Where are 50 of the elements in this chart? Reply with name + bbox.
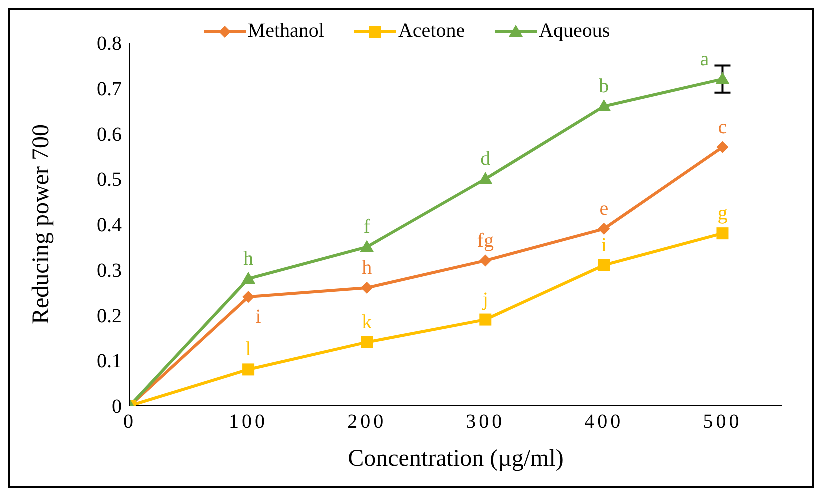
point: [242, 272, 256, 284]
y-tick-label: 0.2: [97, 305, 122, 328]
annotation: l: [246, 338, 252, 361]
y-tick-label: 0.5: [97, 169, 122, 192]
legend-label: Aqueous: [539, 20, 610, 43]
y-axis-title: Reducing power 700: [28, 124, 55, 324]
x-tick-label: 400: [584, 411, 624, 434]
x-tick-label: 200: [348, 411, 387, 434]
annotation: d: [480, 148, 491, 170]
x-tick-label: 100: [229, 411, 268, 434]
point: [716, 72, 730, 84]
point: [716, 228, 729, 240]
y-tick-label: 0.7: [97, 78, 122, 100]
annotation: e: [600, 198, 609, 220]
annotation: h: [244, 248, 254, 270]
annotation: h: [362, 257, 372, 280]
point: [242, 291, 255, 304]
x-tick-label: 0: [124, 411, 136, 434]
annotation: k: [362, 311, 372, 334]
point: [242, 364, 255, 376]
legend-label: Methanol: [248, 20, 324, 43]
y-tick-label: 0.4: [97, 214, 122, 237]
y-tick-label: 0.3: [97, 260, 122, 282]
y-tick-label: 0.1: [97, 350, 122, 373]
y-tick-label: 0.6: [97, 124, 122, 146]
point: [480, 254, 492, 267]
annotation: c: [718, 116, 728, 138]
annotation: f: [364, 216, 371, 238]
annotation: g: [718, 202, 728, 225]
legend-label: Acetone: [398, 20, 466, 43]
point: [361, 336, 374, 348]
point: [480, 314, 492, 326]
x-tick-label: 500: [703, 411, 742, 434]
point: [478, 172, 493, 184]
annotation: i: [601, 234, 608, 256]
y-tick-label: 0.8: [97, 33, 122, 56]
x-tick-label: 300: [466, 411, 506, 434]
annotation: i: [256, 306, 262, 328]
x-axis-title: Concentration (µg/ml): [348, 446, 564, 472]
point: [598, 259, 610, 272]
annotation: a: [700, 48, 710, 70]
point: [597, 100, 612, 112]
point: [360, 240, 374, 252]
annotation: b: [599, 76, 610, 98]
y-tick-label: 0: [112, 396, 122, 418]
point: [716, 141, 729, 154]
annotation: fg: [477, 230, 494, 252]
annotation: j: [482, 288, 488, 311]
point: [598, 223, 610, 236]
point: [361, 282, 374, 294]
